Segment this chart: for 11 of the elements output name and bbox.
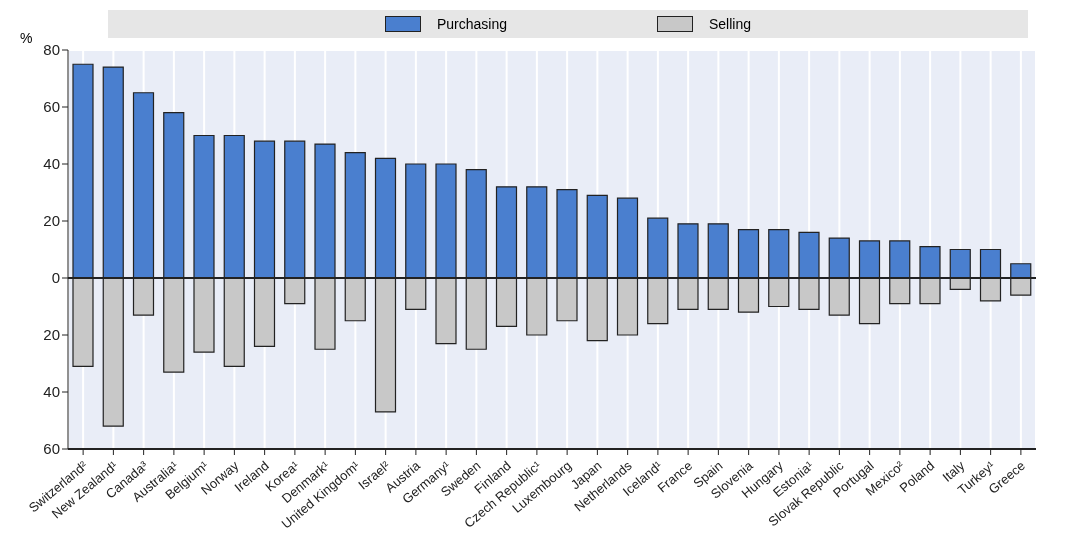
- y-tick-label: 0: [51, 269, 60, 287]
- y-tick-label: 80: [43, 41, 60, 59]
- legend-label: Selling: [709, 16, 752, 32]
- legend-label: Purchasing: [436, 16, 507, 32]
- y-tick-label: 20: [43, 212, 60, 230]
- y-tick-label: 60: [43, 440, 60, 458]
- y-tick-label: 40: [43, 383, 60, 401]
- y-tick-label: 40: [43, 155, 60, 173]
- y-tick-label: 20: [43, 326, 60, 344]
- y-axis-title: %: [20, 30, 33, 46]
- y-tick-label: 60: [43, 98, 60, 116]
